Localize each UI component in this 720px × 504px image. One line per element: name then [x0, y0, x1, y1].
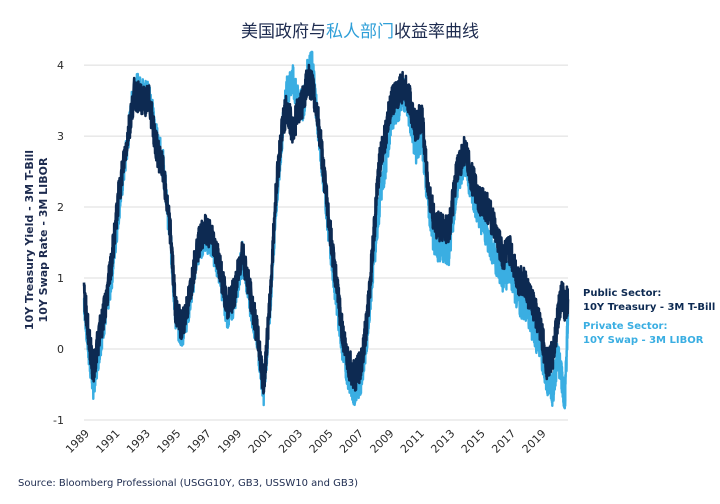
legend-public: Public Sector: 10Y Treasury - 3M T-Bill — [583, 288, 715, 313]
legend: Public Sector: 10Y Treasury - 3M T-Bill Pr… — [583, 288, 715, 346]
y-tick-label: -1 — [53, 414, 64, 427]
title-part-1: 美国政府与 — [241, 22, 326, 42]
x-tick-label: 1995 — [154, 427, 183, 456]
x-tick-label: 1997 — [185, 427, 214, 456]
source-note: Source: Bloomberg Professional (USGG10Y,… — [18, 478, 358, 489]
x-tick-label: 2007 — [337, 427, 366, 456]
x-tick-label: 2009 — [368, 427, 397, 456]
x-tick-label: 1989 — [63, 427, 92, 456]
series-public-line — [82, 63, 570, 395]
x-tick-label: 2015 — [459, 427, 488, 456]
x-tick-label: 1993 — [124, 427, 153, 456]
gridlines — [84, 64, 568, 421]
x-tick-label: 2013 — [428, 427, 457, 456]
legend-private: Private Sector: 10Y Swap - 3M LIBOR — [583, 321, 704, 346]
series-layer — [82, 50, 570, 410]
y-axis-label-line-2: 10Y Swap Rate - 3M LIBOR — [37, 157, 50, 322]
x-tick-label: 2019 — [520, 427, 549, 456]
chart-title: 美国政府与私人部门收益率曲线 — [241, 22, 479, 42]
x-tick-label: 1991 — [94, 427, 123, 456]
title-part-2: 私人部门 — [326, 22, 394, 42]
y-tick-label: 2 — [57, 201, 64, 214]
y-tick-labels: -1 0 1 2 3 4 — [53, 59, 64, 427]
y-tick-label: 1 — [57, 272, 64, 285]
y-tick-label: 0 — [57, 343, 64, 356]
x-tick-labels: 1989 1991 1993 1995 1997 1999 2001 2003 2005 2007… — [63, 427, 549, 456]
x-tick-label: 2003 — [276, 427, 305, 456]
x-tick-label: 2011 — [398, 427, 427, 456]
x-tick-label: 1999 — [215, 427, 244, 456]
title-part-3: 收益率曲线 — [394, 22, 479, 42]
y-tick-label: 3 — [57, 130, 64, 143]
y-axis-label-line-1: 10Y Treasury Yield - 3M T-Bill — [23, 150, 36, 330]
x-tick-label: 2005 — [307, 427, 336, 456]
x-tick-label: 2017 — [489, 427, 518, 456]
x-tick-label: 2001 — [246, 427, 275, 456]
y-tick-label: 4 — [57, 59, 64, 72]
